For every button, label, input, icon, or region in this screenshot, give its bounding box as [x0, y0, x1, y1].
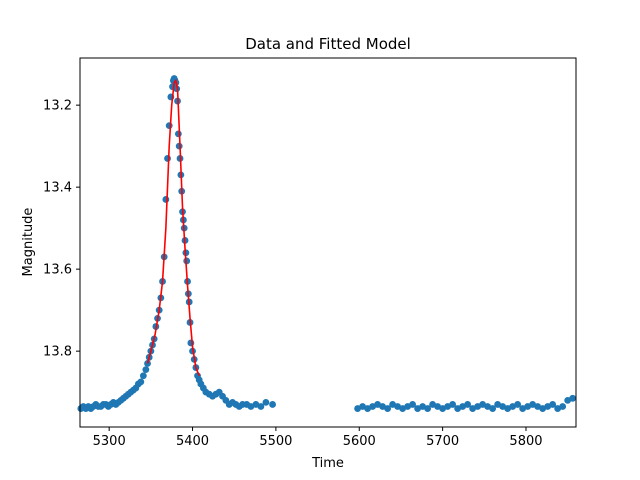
y-tick-label: 13.4 — [43, 181, 72, 196]
data-point — [464, 401, 472, 408]
data-point — [164, 155, 171, 162]
x-tick-label: 5400 — [176, 434, 209, 449]
chart-title: Data and Fitted Model — [245, 35, 411, 53]
x-tick-label: 5300 — [93, 434, 126, 449]
data-point — [174, 130, 182, 138]
data-point — [137, 378, 145, 386]
data-point — [175, 142, 183, 150]
y-axis-label: Magnitude — [21, 208, 36, 277]
data-point — [384, 405, 391, 412]
data-point — [187, 339, 195, 347]
data-point — [424, 405, 432, 412]
fitted-model-line — [146, 78, 200, 377]
y-tick-label: 13.8 — [43, 345, 72, 360]
data-point — [139, 372, 147, 380]
data-point — [569, 394, 577, 402]
data-point — [257, 403, 265, 410]
data-point — [262, 399, 270, 406]
x-tick-label: 5600 — [343, 434, 376, 449]
data-point — [142, 366, 150, 373]
data-point — [409, 401, 417, 408]
data-point — [489, 405, 497, 412]
x-axis-label: Time — [311, 456, 344, 471]
axes-frame — [79, 57, 577, 428]
y-tick-label: 13.6 — [43, 263, 72, 278]
data-point — [514, 401, 522, 408]
data-point — [162, 196, 170, 203]
data-point — [449, 401, 457, 408]
axis-ticks: 5300 5400 5500 5600 5700 5800 13.2 13.4 13.6 13.8 — [43, 99, 542, 449]
y-tick-label: 13.2 — [43, 99, 72, 114]
data-point — [165, 122, 173, 130]
data-point — [559, 403, 567, 410]
data-point — [549, 401, 557, 408]
data-point — [269, 401, 276, 408]
x-tick-label: 5500 — [259, 434, 292, 449]
x-tick-label: 5800 — [509, 434, 542, 449]
x-tick-label: 5700 — [426, 434, 459, 449]
plot-area — [77, 75, 577, 412]
